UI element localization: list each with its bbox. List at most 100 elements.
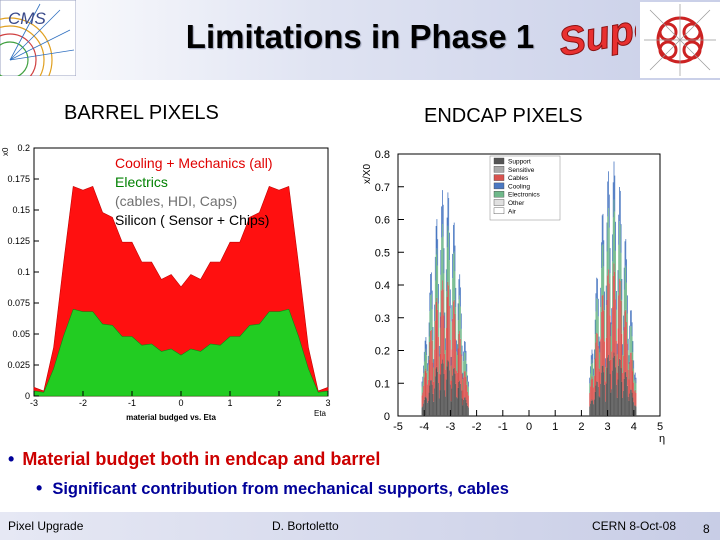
- barrel-x-axis-label: material budged vs. Eta: [126, 413, 216, 422]
- endcap-bar-segment: [442, 359, 443, 416]
- bullet-main-text: Material budget both in endcap and barre…: [22, 449, 381, 469]
- endcap-bar-segment: [595, 293, 597, 312]
- endcap-bar-segment: [452, 278, 453, 319]
- endcap-bar-segment: [431, 290, 433, 310]
- endcap-bar-segment: [593, 368, 594, 376]
- endcap-bar-segment: [449, 370, 450, 416]
- endcap-bar-segment: [445, 328, 447, 380]
- endcap-bar-segment: [457, 348, 459, 388]
- endcap-legend-swatch: [493, 207, 505, 214]
- endcap-bar-segment: [449, 384, 451, 416]
- cms-logo: CMS: [0, 0, 76, 76]
- endcap-bar-segment: [441, 237, 442, 291]
- endcap-bar-segment: [442, 204, 444, 237]
- endcap-bar-segment: [458, 299, 460, 334]
- endcap-bar-segment: [460, 306, 461, 339]
- endcap-bar-segment: [630, 310, 631, 327]
- endcap-bar-segment: [608, 360, 610, 416]
- endcap-bar-segment: [428, 322, 430, 337]
- endcap-bar-segment: [594, 391, 596, 416]
- endcap-bar-segment: [633, 368, 635, 383]
- endcap-bar-segment: [459, 295, 461, 331]
- endcap-bar-segment: [605, 401, 606, 416]
- endcap-bar-segment: [456, 340, 457, 352]
- endcap-bar-segment: [453, 225, 454, 254]
- endcap-bar-segment: [454, 313, 456, 374]
- endcap-x-tick-label: 1: [552, 421, 558, 433]
- endcap-bar-segment: [590, 403, 591, 416]
- endcap-bar-segment: [623, 267, 625, 290]
- endcap-bar-segment: [453, 368, 454, 416]
- endcap-bar-segment: [597, 278, 598, 300]
- endcap-y-tick-label: 0: [384, 411, 390, 423]
- endcap-bar-segment: [617, 292, 619, 329]
- endcap-bar-segment: [462, 372, 464, 380]
- endcap-bar-segment: [438, 336, 439, 383]
- endcap-bar-segment: [612, 182, 614, 218]
- endcap-bar-segment: [431, 340, 433, 385]
- endcap-bar-segment: [607, 216, 609, 276]
- endcap-bar-segment: [596, 298, 598, 334]
- endcap-bar-segment: [438, 374, 440, 399]
- endcap-bar-segment: [423, 373, 424, 386]
- endcap-bar-segment: [453, 300, 455, 368]
- barrel-y-tick-label: 0.2: [17, 143, 30, 153]
- endcap-bar-segment: [619, 359, 621, 416]
- endcap-bar-segment: [431, 272, 432, 294]
- footer-date: CERN 8-Oct-08: [592, 519, 677, 533]
- endcap-bar-segment: [623, 378, 625, 416]
- endcap-bar-segment: [605, 381, 606, 402]
- endcap-bar-segment: [442, 363, 444, 416]
- barrel-material-chart: 0 0.025 0.05 0.075 0.1 0.125 0.15 0.175 0.2 -3 -2 -…: [1, 143, 331, 422]
- endcap-bar-segment: [457, 344, 458, 355]
- endcap-bar-segment: [438, 346, 440, 357]
- endcap-bar-segment: [439, 327, 441, 354]
- endcap-bar-segment: [423, 400, 425, 416]
- endcap-bar-segment: [632, 397, 634, 416]
- endcap-bar-segment: [608, 194, 610, 228]
- endcap-bar-segment: [591, 376, 593, 400]
- lhc-logo: [640, 2, 720, 78]
- endcap-bar-segment: [455, 287, 457, 308]
- endcap-bar-segment: [441, 363, 442, 416]
- endcap-bar-segment: [467, 391, 468, 406]
- endcap-bar-segment: [433, 401, 435, 416]
- endcap-bar-segment: [442, 280, 443, 360]
- endcap-bar-segment: [434, 280, 436, 321]
- endcap-bar-segment: [603, 310, 605, 373]
- endcap-bar-segment: [618, 365, 620, 416]
- endcap-bar-segment: [607, 357, 609, 416]
- bullet-sub: • Significant contribution from mechanic…: [36, 478, 708, 499]
- footer-band: [0, 512, 720, 540]
- endcap-bar-segment: [457, 372, 458, 398]
- endcap-y-tick-label: 0.4: [375, 280, 390, 292]
- endcap-bar-segment: [590, 379, 592, 401]
- endcap-bar-segment: [430, 330, 431, 381]
- endcap-bar-segment: [468, 386, 469, 396]
- endcap-bar-segment: [610, 322, 612, 337]
- endcap-bar-segment: [605, 367, 606, 382]
- endcap-bar-segment: [451, 349, 453, 389]
- endcap-bar-segment: [445, 369, 446, 397]
- endcap-bar-segment: [600, 307, 602, 340]
- endcap-bar-segment: [446, 247, 448, 297]
- endcap-bar-segment: [468, 381, 469, 387]
- endcap-bar-segment: [421, 395, 423, 408]
- endcap-bar-segment: [460, 383, 461, 416]
- endcap-bar-segment: [436, 366, 438, 416]
- endcap-bar-segment: [422, 406, 424, 416]
- endcap-bar-segment: [601, 268, 602, 312]
- endcap-bar-segment: [631, 322, 633, 337]
- endcap-bar-segment: [616, 309, 617, 341]
- endcap-bar-segment: [426, 355, 428, 373]
- endcap-bar-segment: [618, 244, 620, 296]
- barrel-y-tick-label: 0: [25, 391, 30, 401]
- endcap-bar-segment: [626, 322, 627, 377]
- endcap-bar-segment: [463, 377, 464, 400]
- barrel-x-axis-unit: Eta: [314, 409, 327, 418]
- endcap-bar-segment: [445, 349, 446, 370]
- endcap-bar-segment: [624, 311, 626, 373]
- endcap-bar-segment: [598, 336, 600, 349]
- endcap-bar-segment: [462, 390, 464, 406]
- barrel-y-axis-label: x0: [1, 147, 10, 156]
